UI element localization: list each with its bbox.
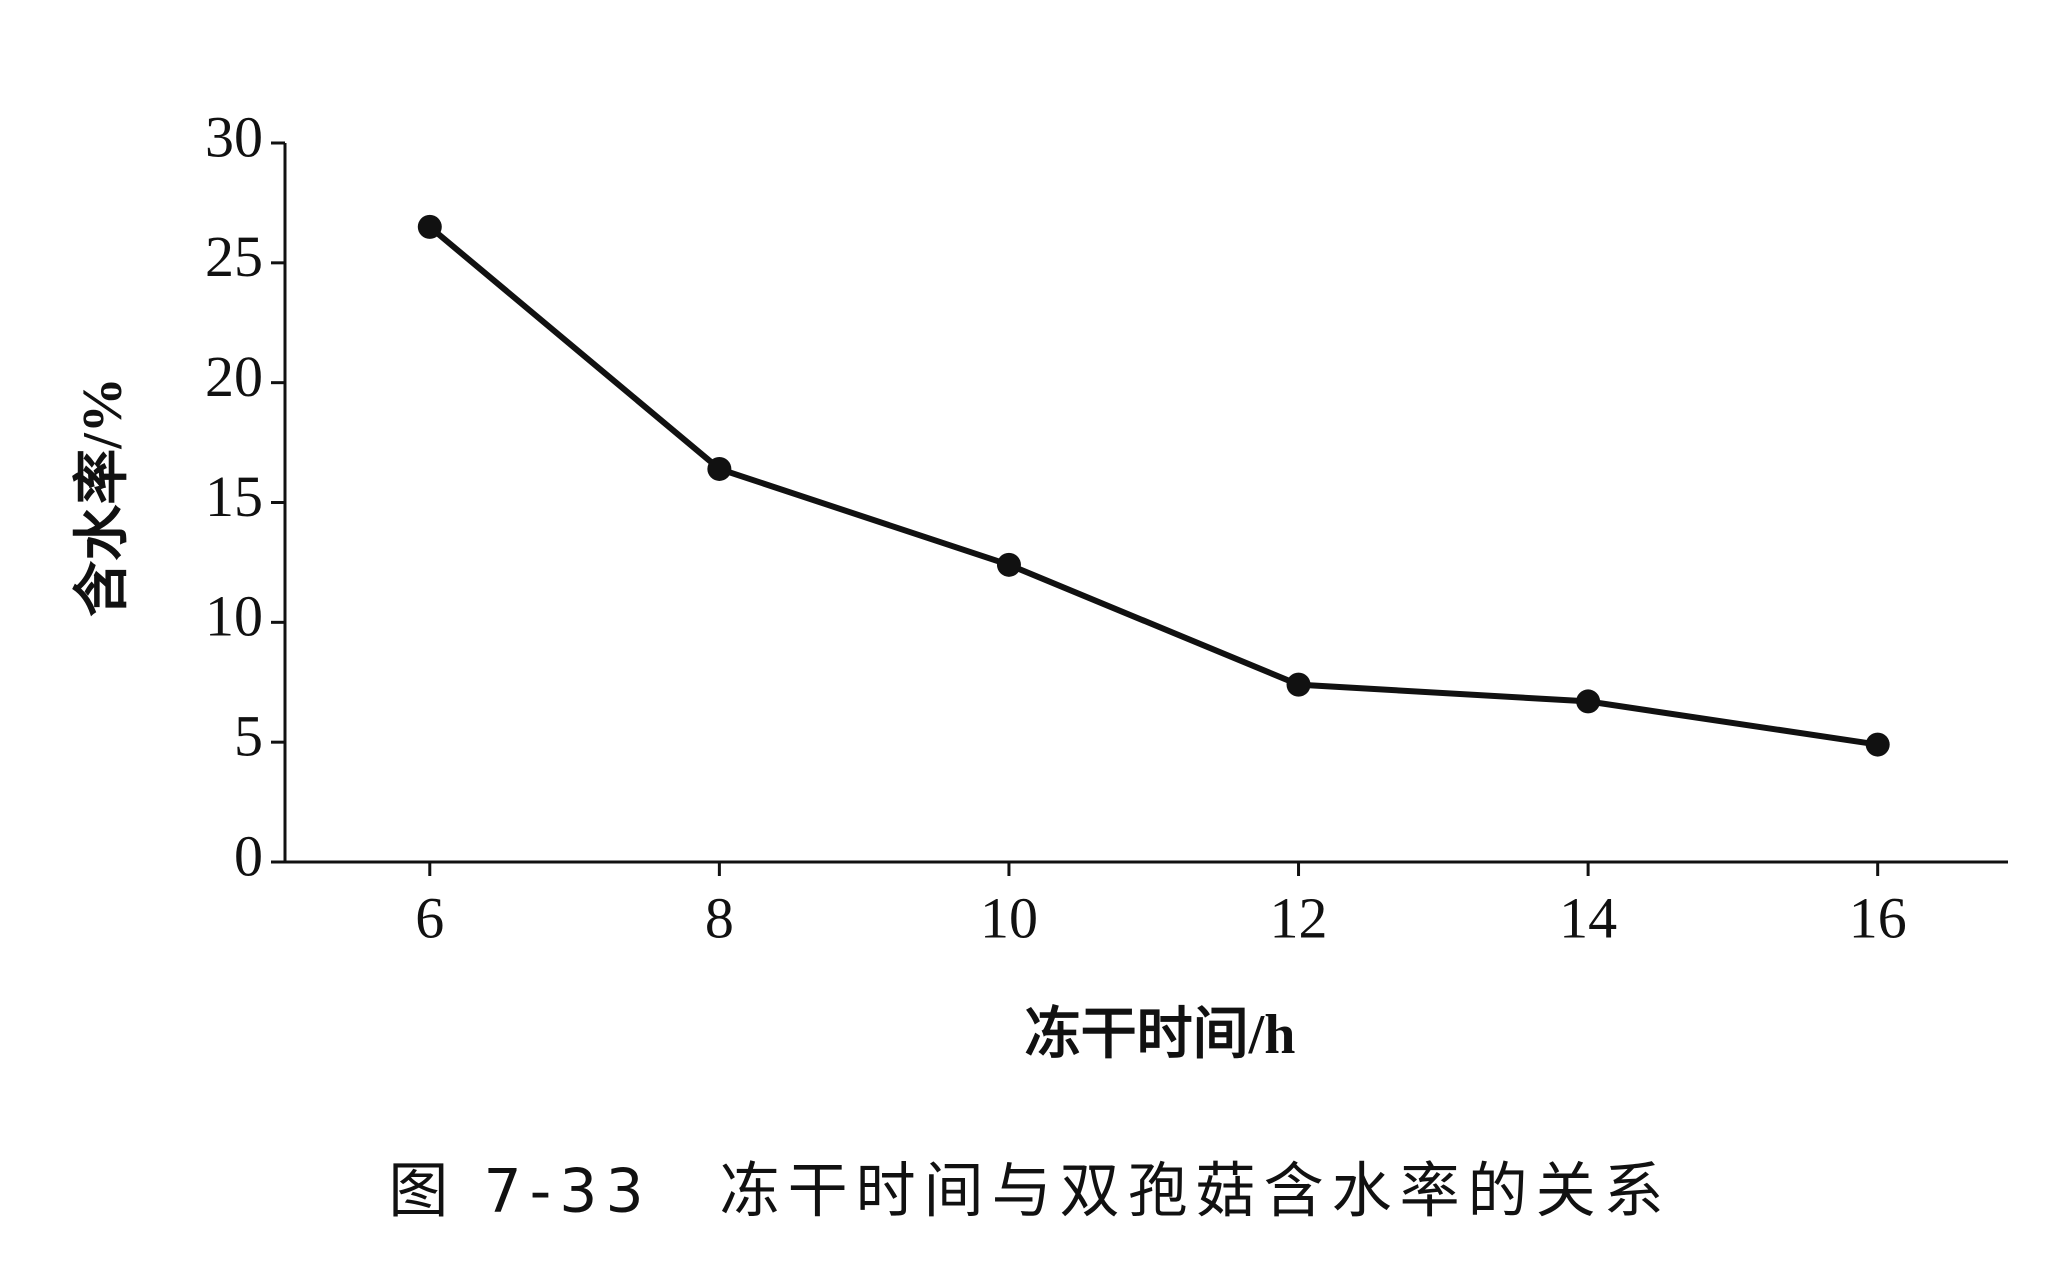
x-tick-label: 12 bbox=[1270, 885, 1328, 950]
y-tick-label: 25 bbox=[205, 224, 263, 289]
marker bbox=[996, 552, 1021, 577]
caption: 图 7-33 冻干时间与双孢菇含水率的关系 bbox=[388, 1157, 1671, 1227]
x-tick-label: 14 bbox=[1559, 885, 1617, 950]
y-tick-label: 5 bbox=[234, 703, 263, 768]
line bbox=[427, 224, 1879, 748]
y-axis-label: 含水率/% bbox=[72, 377, 134, 617]
x-tick-label: 8 bbox=[705, 885, 734, 950]
y-tick-label: 0 bbox=[234, 823, 263, 888]
x-tick-label: 10 bbox=[980, 885, 1038, 950]
marker bbox=[417, 214, 442, 239]
marker bbox=[1865, 732, 1890, 757]
y-tick-label: 15 bbox=[205, 464, 263, 529]
y-tick-label: 20 bbox=[205, 344, 263, 409]
x-axis-label: 冻干时间/h bbox=[1025, 1004, 1296, 1066]
x-tick-label: 6 bbox=[415, 885, 444, 950]
marker bbox=[1576, 689, 1601, 714]
marker bbox=[707, 456, 732, 481]
y-tick-label: 10 bbox=[205, 584, 263, 649]
y-tick-label: 30 bbox=[205, 104, 263, 169]
x-tick-label: 16 bbox=[1849, 885, 1907, 950]
marker bbox=[1286, 672, 1311, 697]
